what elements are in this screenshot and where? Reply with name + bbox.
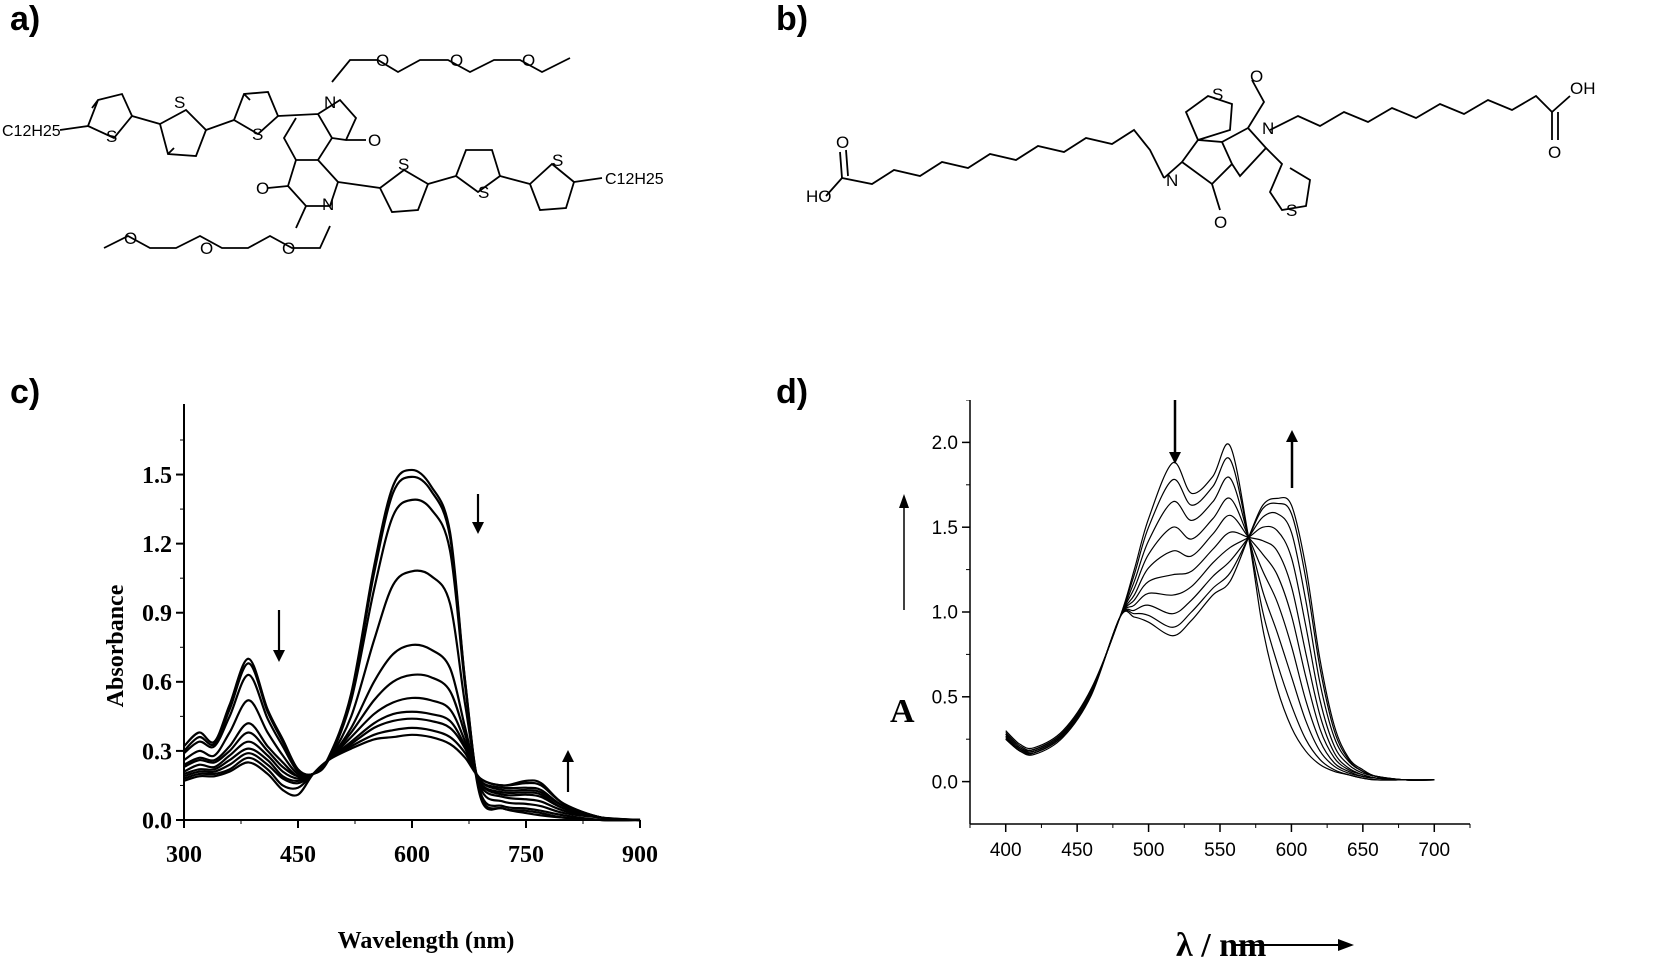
s-atom-b1: S <box>1212 85 1223 104</box>
s-atom-b2: S <box>1286 201 1297 220</box>
panel-label-b: b) <box>776 0 809 38</box>
s-atom-1: S <box>106 127 117 146</box>
chart-c-series-line-4 <box>183 569 641 822</box>
chart-d-x-tick-label-2: 500 <box>1133 840 1165 861</box>
chart-d-absorbance: A λ / nm 400 450 500 550 600 650 7000.00.51.01… <box>890 400 1471 964</box>
alkyl-left-label: C12H25 <box>2 123 61 140</box>
chart-c-y-tick-label-2: 0.6 <box>142 670 172 696</box>
chart-c-absorbance: Absorbance Wavelength (nm) 300 450 600 750 9… <box>103 404 658 954</box>
chart-d-series-line-5 <box>1005 514 1435 781</box>
o-atom-b4: O <box>1548 143 1561 162</box>
s-atom-2: S <box>174 93 185 112</box>
chart-c-arrow-up-head <box>562 750 574 762</box>
chart-c-ylabel: Absorbance <box>103 584 129 707</box>
o-atom-b3: O <box>836 133 849 152</box>
chart-c-x-tick-label-3: 750 <box>508 842 544 868</box>
chart-d-x-direction-head <box>1338 939 1354 951</box>
s-atom-5: S <box>478 183 489 202</box>
chart-d-series-line-8 <box>1005 511 1435 781</box>
structure-a: C12H25 C12H25 S S S S S S N N O O O O O … <box>2 51 664 258</box>
chart-c-series-line-8 <box>183 710 641 822</box>
o-atom-3: O <box>376 51 389 70</box>
chart-c-series-line-6 <box>183 673 641 822</box>
chart-d-series-line-9 <box>1005 502 1435 781</box>
panel-label-c: c) <box>10 373 41 411</box>
ho-label: HO <box>806 187 832 206</box>
chart-d-series-line-3 <box>1005 476 1435 781</box>
chart-c-arrow-down-1-head <box>273 650 285 662</box>
chart-d-arrow-down-head <box>1169 452 1181 464</box>
o-atom-6: O <box>282 239 295 258</box>
oh-label: OH <box>1570 79 1596 98</box>
chart-c-series-line-10 <box>183 726 641 822</box>
chart-c-y-tick-label-5: 1.5 <box>142 463 172 489</box>
chart-d-x-tick-label-1: 450 <box>1061 840 1093 861</box>
chart-c-x-tick-label-0: 300 <box>166 842 202 868</box>
o-atom-1: O <box>368 131 381 150</box>
chart-c-x-tick-label-2: 600 <box>394 842 430 868</box>
chart-d-y-tick-label-2: 1.0 <box>932 603 958 624</box>
panel-label-a: a) <box>10 0 41 38</box>
n-atom-2: N <box>322 195 334 214</box>
chart-d-y-tick-label-1: 0.5 <box>932 687 958 708</box>
chart-d-y-tick-label-4: 2.0 <box>932 433 958 454</box>
chart-d-x-tick-label-0: 400 <box>990 840 1022 861</box>
chart-d-x-tick-label-6: 700 <box>1418 840 1450 861</box>
chart-d-arrow-up-head <box>1286 430 1298 442</box>
chart-c-series-line-9 <box>183 717 641 822</box>
chart-c-y-tick-label-3: 0.9 <box>142 601 172 627</box>
s-atom-6: S <box>552 151 563 170</box>
o-atom-4: O <box>450 51 463 70</box>
chart-d-series-line-10 <box>1005 496 1435 781</box>
s-atom-3: S <box>252 125 263 144</box>
chart-c-series-line-5 <box>183 643 641 822</box>
chart-d-x-tick-label-3: 550 <box>1204 840 1236 861</box>
chart-d-x-tick-label-4: 600 <box>1276 840 1308 861</box>
n-atom-b2: N <box>1166 171 1178 190</box>
s-atom-4: S <box>398 155 409 174</box>
chart-d-y-tick-label-0: 0.0 <box>932 772 958 793</box>
chart-d-y-direction-head <box>899 494 909 508</box>
o-atom-2: O <box>256 179 269 198</box>
chart-c-x-tick-label-1: 450 <box>280 842 316 868</box>
chart-c-xlabel: Wavelength (nm) <box>338 928 515 954</box>
chart-c-series-line-7 <box>183 696 641 822</box>
alkyl-right-label: C12H25 <box>605 171 664 188</box>
chart-c-arrow-down-2-head <box>472 522 484 534</box>
chart-d-series-line-7 <box>1005 525 1435 781</box>
chart-c-series-line-3 <box>183 498 641 822</box>
o-atom-8: O <box>124 229 137 248</box>
o-atom-5: O <box>522 51 535 70</box>
chart-d-ylabel: A <box>890 693 915 730</box>
chart-d-series-line-2 <box>1005 457 1435 781</box>
o-atom-b2: O <box>1214 213 1227 232</box>
chart-d-series-line-6 <box>1005 531 1435 781</box>
chart-c-y-tick-label-4: 1.2 <box>142 532 172 558</box>
n-atom-1: N <box>324 93 336 112</box>
chart-c-y-tick-label-0: 0.0 <box>142 808 172 834</box>
panel-label-d: d) <box>776 373 809 411</box>
chart-c-series-line-2 <box>183 475 641 822</box>
o-atom-7: O <box>200 239 213 258</box>
structure-b: HO OH S S N N O O O O <box>806 67 1596 232</box>
o-atom-b1: O <box>1250 67 1263 86</box>
chart-d-y-tick-label-3: 1.5 <box>932 518 958 539</box>
n-atom-b1: N <box>1262 119 1274 138</box>
chart-c-series-line-1 <box>183 468 641 822</box>
chart-c-y-tick-label-1: 0.3 <box>142 739 172 765</box>
chart-d-x-tick-label-5: 650 <box>1347 840 1379 861</box>
chart-c-x-tick-label-4: 900 <box>622 842 658 868</box>
chart-c-series-line-11 <box>183 733 641 822</box>
